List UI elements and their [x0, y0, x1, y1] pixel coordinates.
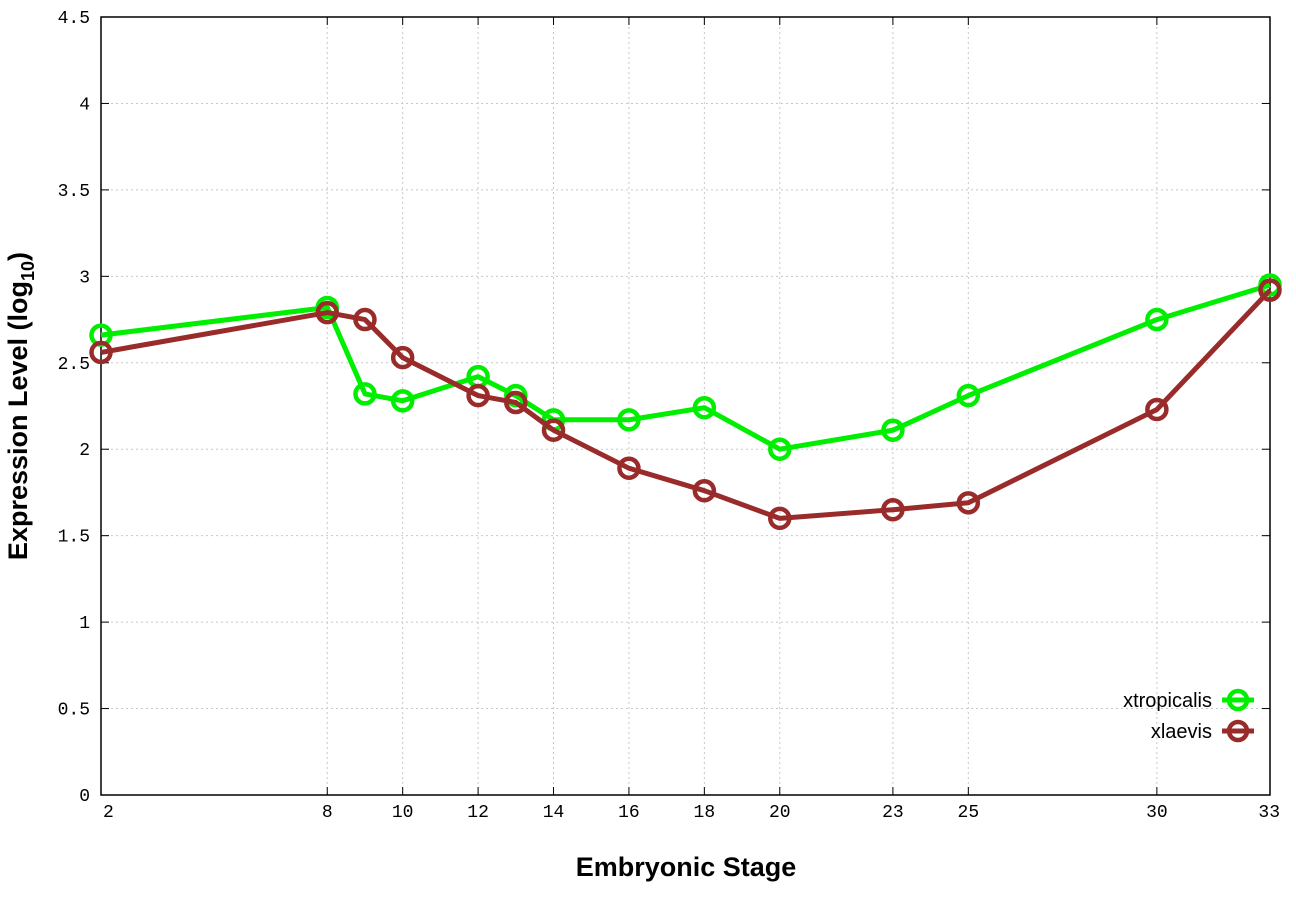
data-point-xlaevis — [768, 506, 792, 531]
legend-marker-xtropicalis — [1226, 688, 1250, 712]
legend-label-xtropicalis: xtropicalis — [1123, 690, 1212, 712]
x-tick-label: 20 — [769, 803, 791, 823]
y-tick-label: 0.5 — [58, 701, 90, 721]
data-point-xlaevis — [541, 418, 566, 442]
x-tick-label: 33 — [1258, 803, 1280, 823]
data-point-xtropicalis — [617, 408, 641, 432]
legend-entry-xlaevis: xlaevis — [1151, 719, 1254, 743]
legend-entry-xtropicalis: xtropicalis — [1123, 688, 1254, 712]
series-xlaevis — [89, 278, 1282, 531]
x-tick-label: 18 — [694, 803, 716, 823]
data-point-xlaevis — [390, 345, 415, 370]
x-tick-label: 30 — [1146, 803, 1168, 823]
data-point-xtropicalis — [881, 418, 905, 442]
y-axis-title: Expression Level (log10) — [3, 252, 38, 560]
data-point-xtropicalis — [353, 382, 377, 406]
x-tick-label: 14 — [543, 803, 565, 823]
data-point-xlaevis — [692, 478, 717, 503]
y-tick-label: 0 — [79, 787, 90, 807]
y-tick-label: 2.5 — [58, 355, 90, 375]
x-tick-label: 25 — [958, 803, 980, 823]
data-point-xtropicalis — [390, 389, 415, 413]
y-tick-label: 1 — [79, 614, 90, 634]
data-point-xtropicalis — [692, 395, 717, 420]
legend-marker-xlaevis — [1226, 719, 1250, 743]
data-point-xlaevis — [315, 300, 340, 325]
y-tick-label: 4.5 — [58, 9, 90, 29]
plot-frame — [100, 16, 1271, 796]
data-point-xtropicalis — [768, 437, 792, 461]
x-axis-title: Embryonic Stage — [576, 852, 797, 882]
y-axis-title-subscript: 10 — [18, 261, 38, 281]
series-xtropicalis — [89, 273, 1282, 461]
y-tick-label: 1.5 — [58, 528, 90, 548]
legend: xtropicalis xlaevis — [1123, 688, 1254, 743]
data-point-xlaevis — [1145, 397, 1169, 422]
data-point-xtropicalis — [1145, 307, 1169, 332]
x-tick-label: 12 — [467, 803, 489, 823]
grid-lines — [101, 17, 1270, 795]
y-axis-title-main: Expression Level (log — [3, 281, 33, 560]
x-tick-label: 10 — [392, 803, 414, 823]
y-tick-label: 2 — [79, 441, 90, 461]
data-point-xlaevis — [617, 456, 641, 480]
data-point-xlaevis — [466, 383, 490, 408]
x-tick-label: 23 — [882, 803, 904, 823]
data-point-xlaevis — [956, 491, 981, 515]
legend-label-xlaevis: xlaevis — [1151, 721, 1212, 743]
y-tick-label: 4 — [79, 95, 90, 115]
data-point-xlaevis — [353, 307, 377, 332]
y-axis-title-close: ) — [3, 252, 33, 261]
data-point-xlaevis — [89, 340, 113, 365]
data-point-xlaevis — [881, 497, 905, 522]
x-tick-label: 8 — [322, 803, 333, 823]
axis-ticks: 0 0.5 1 1.5 2 2.5 3 3.5 4 4.5 2 8 10 12 14 16 18 20 23 25 30… — [58, 9, 1280, 823]
x-tick-label: 16 — [618, 803, 640, 823]
data-point-xtropicalis — [956, 383, 981, 408]
data-point-xlaevis — [504, 390, 528, 415]
data-series — [89, 273, 1282, 531]
y-tick-label: 3.5 — [58, 182, 90, 202]
y-tick-label: 3 — [79, 268, 90, 288]
series-line-xlaevis — [100, 288, 1272, 521]
x-tick-label: 2 — [103, 803, 114, 823]
series-line-xtropicalis — [100, 282, 1271, 452]
data-point-xlaevis — [1258, 278, 1282, 302]
